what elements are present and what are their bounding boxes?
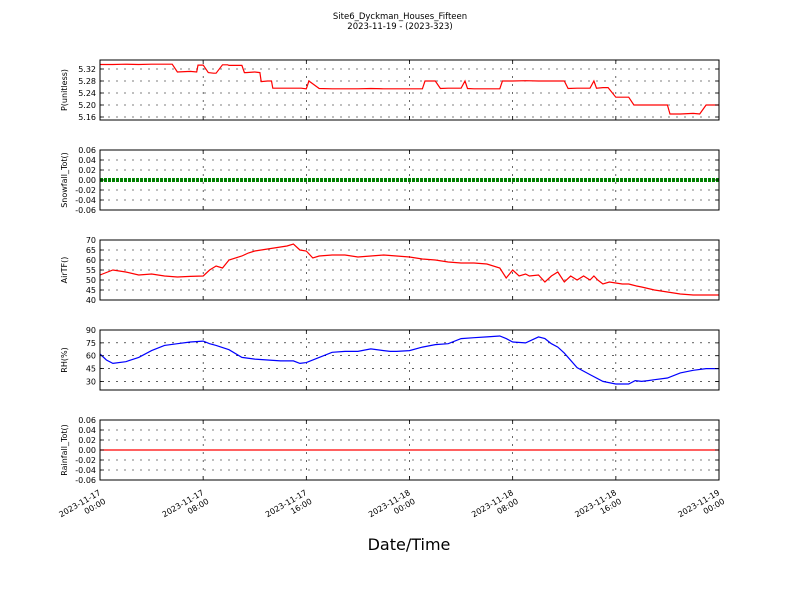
series-line	[100, 63, 719, 115]
y-tick-label: -0.06	[75, 206, 96, 215]
y-tick-label: 0.06	[78, 146, 96, 155]
y-tick-label: 65	[86, 246, 96, 255]
y-tick-label: 40	[86, 296, 96, 305]
y-tick-label: -0.04	[75, 466, 96, 475]
panel-4: -0.06-0.04-0.020.000.020.040.06 Rainfall_…	[60, 416, 720, 485]
y-tick-label: 55	[86, 266, 96, 275]
y-tick-label: 0.04	[78, 156, 96, 165]
y-axis-label: RH(%)	[60, 347, 69, 372]
y-axis-label: AirTF()	[60, 257, 69, 284]
y-tick-label: 0.00	[78, 176, 96, 185]
panel-0: 5.16 5.20 5.24 5.28 5.32 P(unitless)	[60, 59, 720, 122]
y-tick-label: -0.06	[75, 476, 96, 485]
y-tick-label: 0.04	[78, 426, 96, 435]
y-tick-label: 5.28	[78, 77, 96, 86]
y-tick-label: 90	[86, 326, 96, 335]
y-tick-label: 5.32	[78, 65, 96, 74]
y-tick-label: 0.06	[78, 416, 96, 425]
y-tick-label: 5.16	[78, 113, 96, 122]
figure-subtitle: 2023-11-19 - (2023-323)	[347, 22, 452, 32]
y-tick-label: 50	[86, 276, 96, 285]
panels: 5.165.205.245.285.32P(unitless)-0.06-0.0…	[60, 59, 720, 485]
x-axis-label: Date/Time	[368, 535, 451, 554]
y-tick-label: 75	[86, 339, 96, 348]
panel-3: 30 45 60 75 90 RH(%)	[60, 326, 720, 391]
y-tick-label: 60	[86, 256, 96, 265]
series-line	[99, 335, 719, 385]
figure-title: Site6_Dyckman_Houses_Fifteen	[333, 12, 467, 22]
y-axis-label: Snowfall_Tot()	[60, 152, 69, 208]
y-tick-label: 0.00	[78, 446, 96, 455]
y-tick-label: 5.24	[78, 89, 96, 98]
y-tick-label: 0.02	[78, 436, 96, 445]
panel-1: -0.06-0.04-0.020.000.020.040.06 Snowfall_…	[60, 146, 720, 215]
y-tick-label: 5.20	[78, 101, 96, 110]
series-line	[99, 243, 719, 296]
y-tick-label: 60	[86, 352, 96, 361]
y-tick-label: 45	[86, 365, 96, 374]
y-tick-label: -0.02	[75, 456, 96, 465]
y-axis-label: P(unitless)	[60, 69, 69, 111]
y-tick-label: 45	[86, 286, 96, 295]
y-axis-label: Rainfall_Tot()	[60, 424, 69, 476]
y-tick-label: 70	[86, 236, 96, 245]
y-tick-label: -0.04	[75, 196, 96, 205]
y-tick-label: -0.02	[75, 186, 96, 195]
y-tick-label: 30	[86, 377, 96, 386]
y-tick-label: 0.02	[78, 166, 96, 175]
